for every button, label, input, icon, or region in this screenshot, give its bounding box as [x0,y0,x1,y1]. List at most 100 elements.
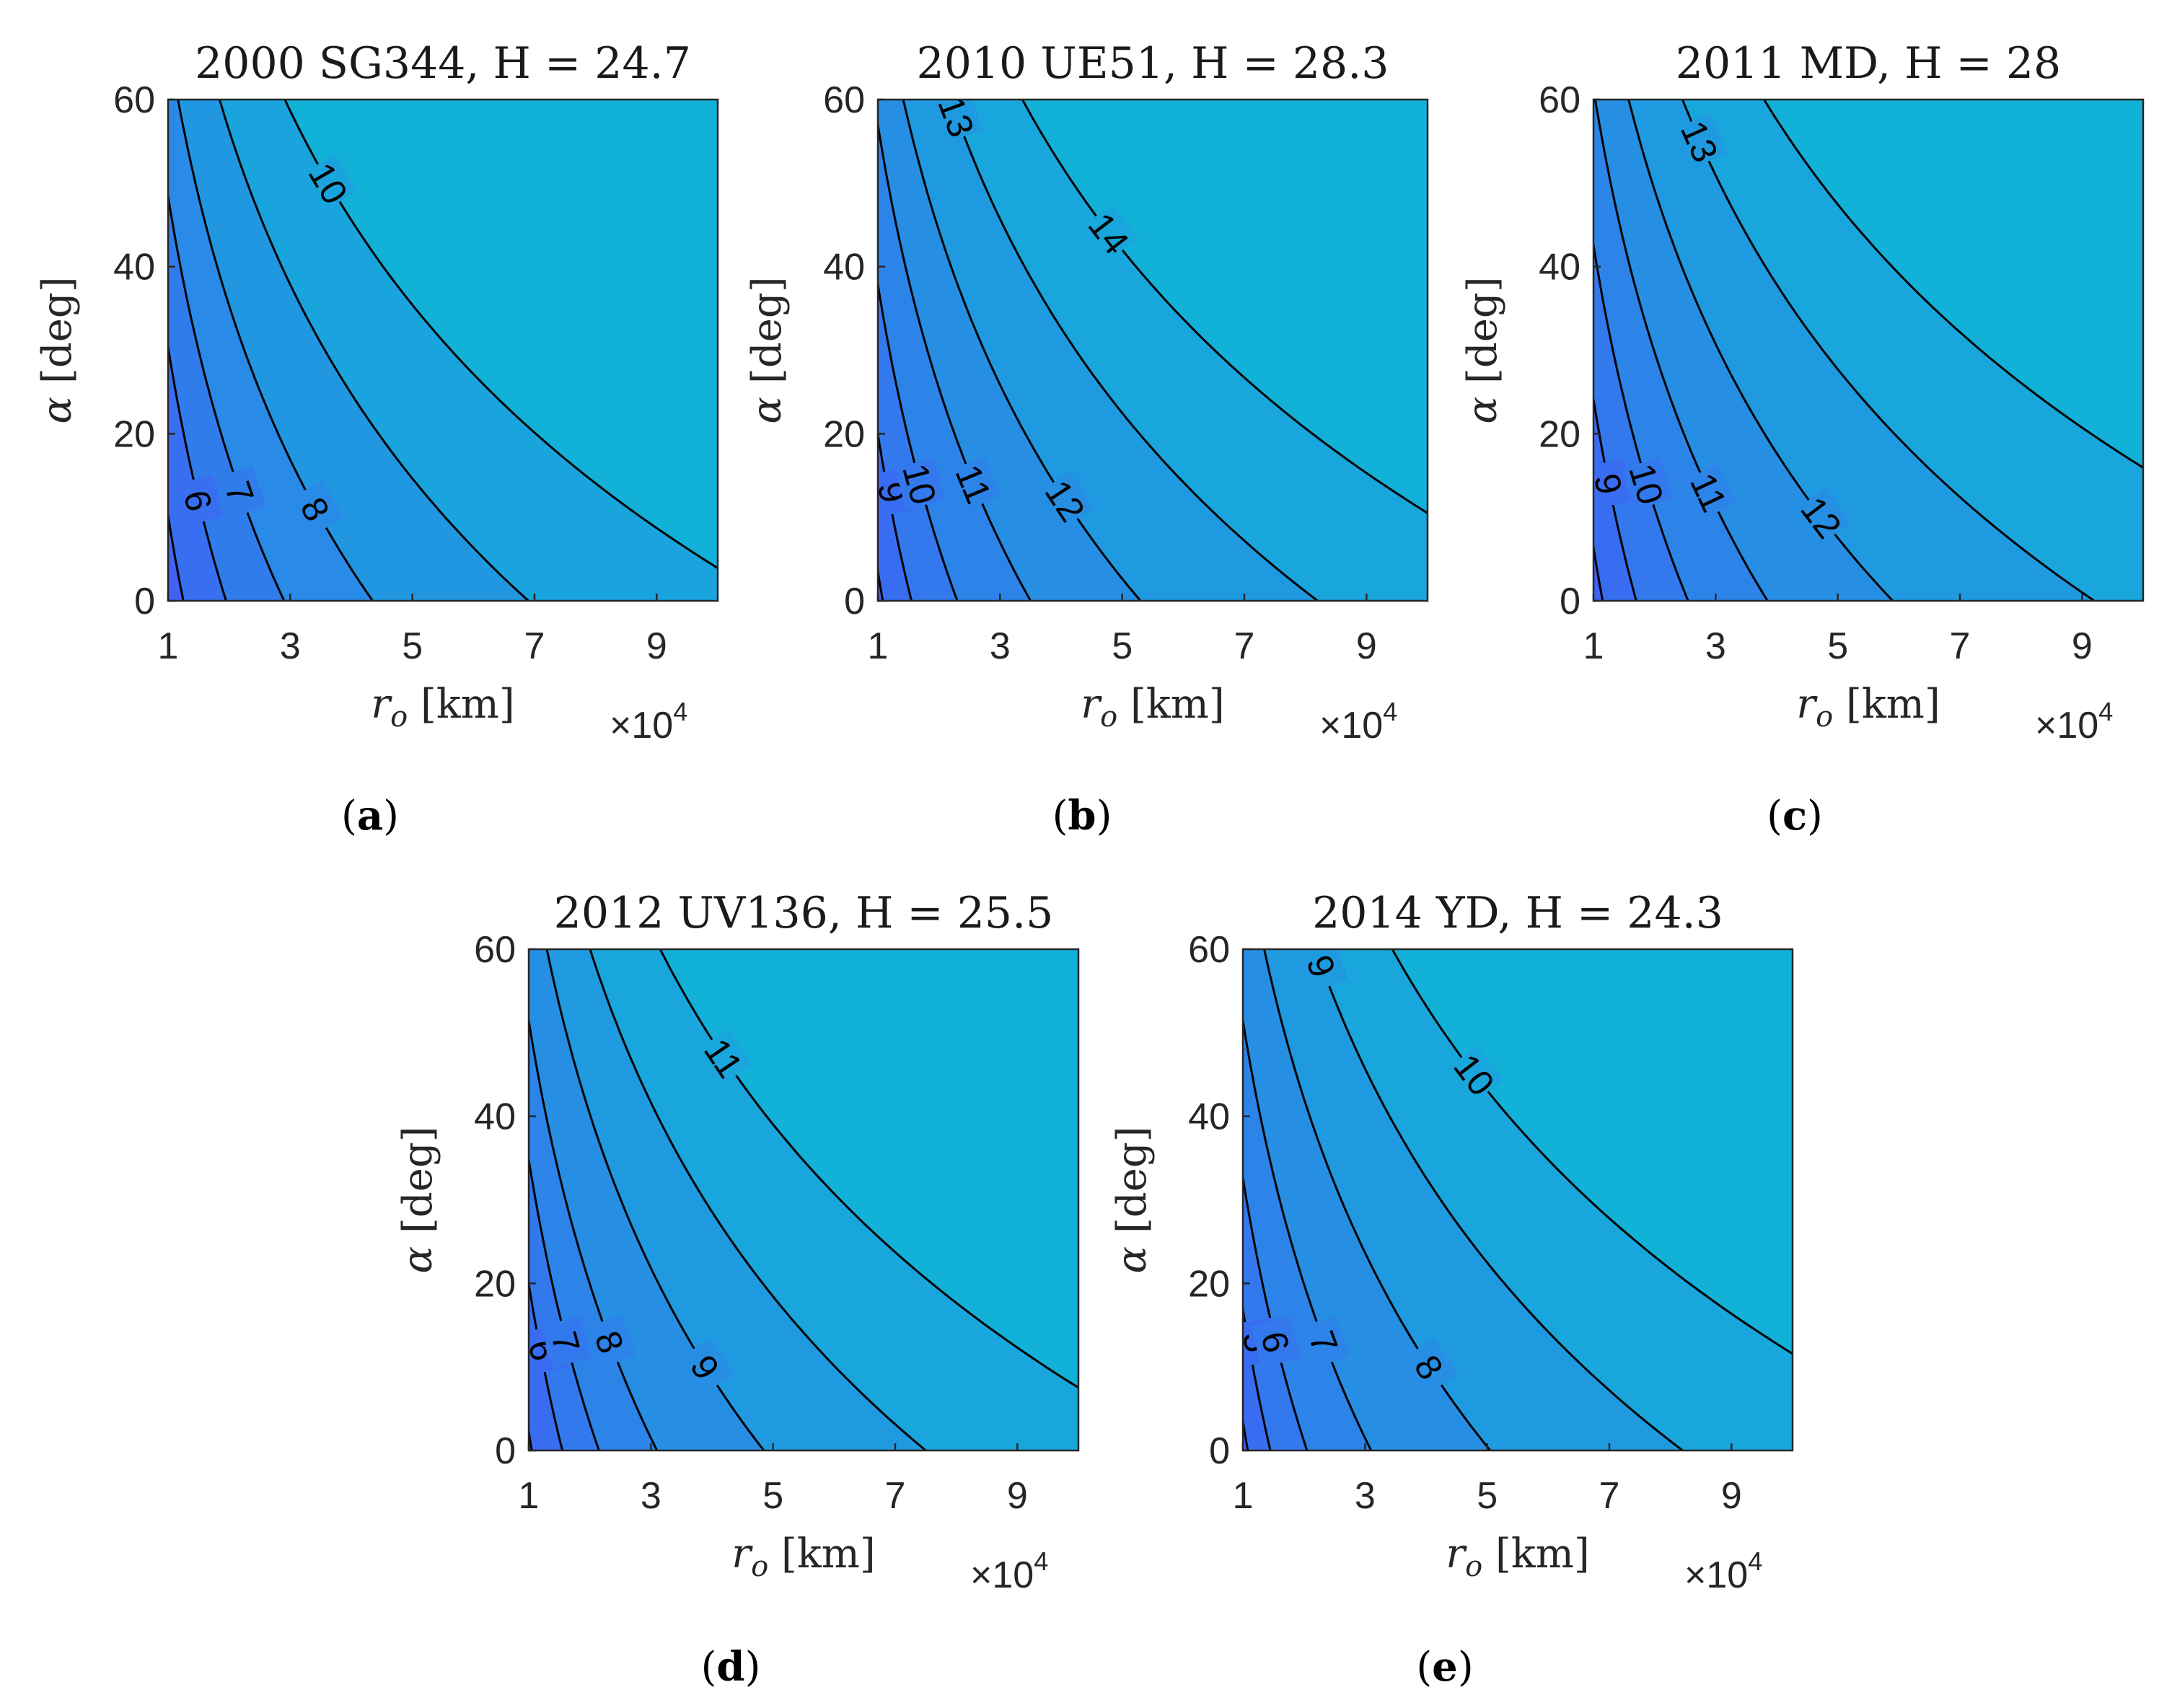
contour-label-bg [1251,1316,1301,1368]
y-tick-label: 0 [1560,581,1580,622]
y-axis-label-unit: [deg] [1459,276,1506,396]
contour-label-bg [677,1337,734,1396]
caption-paren-open: ( [1767,793,1782,840]
x-axis-multiplier-exp: 4 [1748,1546,1762,1576]
x-axis-label: ro [km] [1081,681,1224,734]
y-axis-label-unit: [deg] [1109,1126,1156,1246]
caption-paren-close: ) [1458,1644,1474,1691]
contour-fill-region [1593,547,1603,601]
contour-line-7 [1243,1014,1373,1451]
contour-fill-region [878,284,958,601]
x-tick-label: 3 [1705,625,1726,667]
x-axis-label-unit: [km] [1833,681,1940,728]
x-axis-multiplier-exp: 4 [1383,697,1397,726]
chart-title: 2012 UV136, H = 25.5 [554,888,1054,938]
y-tick-label: 40 [113,247,155,289]
contour-label-bg [1037,471,1094,530]
caption-letter: c [1782,792,1807,840]
contour-fill-region [878,571,883,601]
panel-caption: (a) [341,792,399,840]
contour-fill-region [1243,1421,1248,1451]
x-axis-label-var: r [1081,681,1102,728]
contour-line-10 [589,949,927,1451]
contour-fill-region [878,433,912,601]
contour-fill-region [529,1283,563,1451]
contour-fill-region [1593,245,1689,601]
contour-label-bg [214,465,267,519]
x-axis-label-unit: [km] [408,681,515,728]
contour-label-bg [1593,458,1633,509]
contour-line-4 [1243,1414,1249,1451]
x-tick-label: 1 [519,1475,540,1517]
caption-letter: a [357,792,383,840]
caption-letter: b [1068,792,1096,840]
x-axis-multiplier: ×104 [610,697,687,747]
y-tick-label: 0 [1209,1430,1230,1472]
y-tick-label: 40 [474,1096,516,1138]
contour-label-bg [173,475,224,527]
panel-caption: (b) [1052,792,1112,840]
contour-label-bg [1445,1044,1504,1104]
y-axis-label-unit: [deg] [34,276,81,396]
contour-label-bg [1400,1337,1459,1396]
contour-line-6 [1243,1171,1309,1451]
y-tick-label: 40 [1539,247,1580,289]
panel-e: 5678910 1 3 5 7 9 0 20 40 60 2014 YD, H = 24.3 ro [… [1109,888,1794,1691]
y-tick-label: 40 [1188,1096,1230,1138]
x-axis-multiplier: ×104 [1319,697,1397,747]
contour-label-bg [1297,1314,1351,1370]
y-axis-label-unit: [deg] [744,276,791,396]
panel-caption: (d) [701,1643,761,1691]
contour-label-bg [894,457,946,511]
contour-label-bg [541,1316,592,1368]
contour-line-10 [878,278,959,601]
y-axis-label-var: α [1109,1246,1156,1274]
panel-caption: (e) [1416,1643,1473,1691]
y-tick-label: 0 [844,581,865,622]
caption-letter: d [716,1643,744,1691]
x-tick-label: 5 [1112,625,1133,667]
y-tick-label: 60 [474,929,516,971]
contour-label-bg [1080,203,1139,263]
x-axis-label-var: r [371,681,392,728]
x-axis-multiplier: ×104 [2035,697,2113,747]
y-tick-label: 0 [134,581,155,622]
contour-fill-region [168,516,184,601]
caption-letter: e [1432,1643,1458,1691]
x-tick-label: 3 [990,625,1011,667]
x-axis-multiplier-base: ×10 [2035,705,2098,747]
x-axis-label-unit: [km] [768,1531,876,1577]
y-axis-label-var: α [744,397,791,424]
y-tick-label: 20 [1188,1263,1230,1305]
caption-paren-close: ) [745,1644,761,1691]
panel-a: 67 810 1 3 5 7 9 0 20 40 60 2000 SG344, H = 24.7 ro … [34,38,719,840]
axes-box [167,98,719,602]
x-tick-label: 3 [1355,1475,1376,1517]
x-axis-label-sub: o [1100,700,1117,734]
chart-title: 2014 YD, H = 24.3 [1312,888,1723,938]
x-axis-multiplier-exp: 4 [673,697,687,726]
contour-fill-region [1243,1309,1271,1451]
x-tick-label: 5 [762,1475,783,1517]
contour-line-9 [878,427,913,601]
y-axis-label: α [deg] [1459,276,1506,423]
x-axis-label-var: r [1446,1531,1467,1577]
contour-line-8 [529,1014,659,1451]
y-tick-label: 20 [1539,413,1580,455]
contour-line-8 [878,564,884,601]
caption-paren-close: ) [383,793,399,840]
contour-line-7 [529,1153,600,1451]
x-tick-label: 7 [1599,1475,1620,1517]
x-tick-label: 1 [1233,1475,1254,1517]
contour-label-bg [1295,949,1348,993]
chart-title: 2010 UE51, H = 28.3 [917,38,1389,89]
x-axis-label: ro [km] [371,681,514,734]
contour-line-14 [1763,100,2143,470]
x-axis-multiplier-base: ×10 [970,1554,1034,1596]
caption-paren-open: ( [341,793,357,840]
contour-line-11 [878,118,1032,601]
caption-paren-open: ( [1416,1644,1432,1691]
contour-line-11 [659,949,1078,1389]
